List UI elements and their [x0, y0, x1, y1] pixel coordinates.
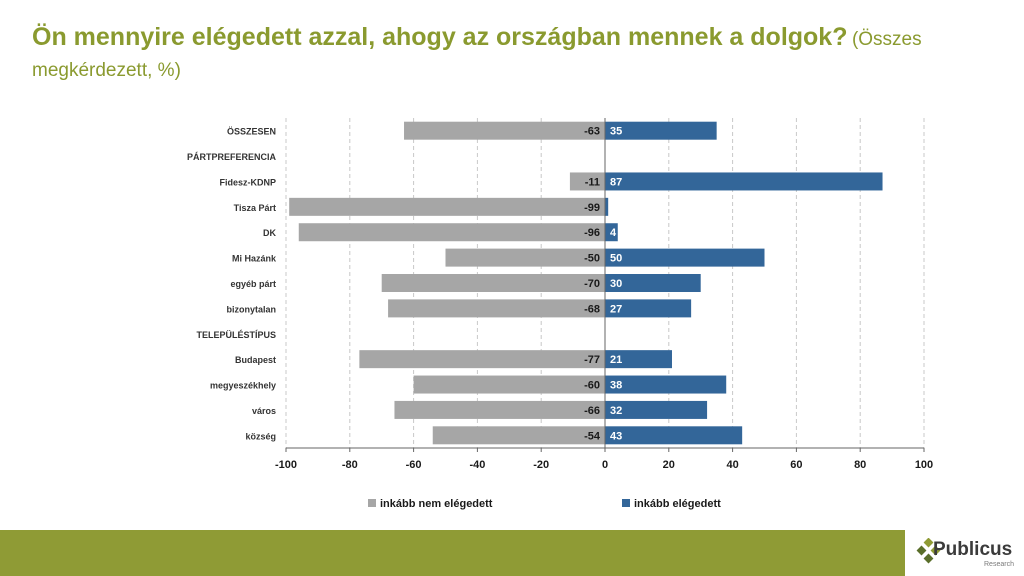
bar-positive — [605, 375, 727, 394]
data-label-negative: -63 — [584, 126, 600, 138]
logo-name: Publicus — [933, 539, 1013, 560]
x-tick-label: 20 — [663, 459, 675, 471]
bar-positive — [605, 299, 692, 318]
data-label-negative: -50 — [584, 253, 600, 265]
bar-positive — [605, 274, 701, 292]
chart-title: Ön mennyire elégedett azzal, ahogy az or… — [32, 22, 1002, 87]
x-tick-label: 80 — [854, 459, 866, 471]
legend-swatch — [622, 499, 630, 507]
category-label: egyéb párt — [230, 279, 276, 289]
diverging-bar-chart: ÖSSZESEN -63 35 PÁRTPREFERENCIA Fidesz-KDNP -… — [187, 118, 933, 510]
bar-negative — [569, 172, 605, 191]
logo-area — [905, 530, 1024, 576]
legend-label: inkább elégedett — [634, 498, 721, 510]
bar-negative — [432, 426, 605, 445]
x-tick-label: -20 — [533, 459, 549, 471]
data-label-negative: -77 — [584, 354, 600, 366]
bar-positive — [605, 248, 765, 267]
data-label-negative: -99 — [584, 202, 600, 214]
bar-negative — [413, 375, 605, 394]
data-label-negative: -68 — [584, 303, 600, 315]
data-label-positive: 43 — [610, 430, 622, 442]
category-label: Budapest — [235, 355, 276, 365]
category-label: község — [245, 431, 276, 441]
category-label: PÁRTPREFERENCIA — [187, 152, 277, 162]
data-label-positive: 21 — [610, 354, 622, 366]
x-tick-label: 40 — [726, 459, 738, 471]
data-label-negative: -96 — [584, 227, 600, 239]
data-label-negative: -70 — [584, 278, 600, 290]
legend-swatch — [368, 499, 376, 507]
bar-positive — [605, 121, 717, 140]
data-label-positive: 35 — [610, 126, 622, 138]
category-label: ÖSSZESEN — [227, 127, 276, 137]
x-tick-label: -100 — [275, 459, 297, 471]
bar-negative — [289, 197, 605, 216]
category-label: Mi Hazánk — [232, 254, 277, 264]
x-tick-label: 60 — [790, 459, 802, 471]
bar-negative — [404, 121, 605, 140]
bar-positive — [605, 223, 618, 242]
data-label-positive: 50 — [610, 253, 622, 265]
bar-positive — [605, 172, 883, 191]
bar-negative — [388, 299, 605, 318]
x-tick-label: -40 — [469, 459, 485, 471]
data-label-negative: -54 — [584, 430, 601, 442]
data-label-positive: 30 — [610, 278, 622, 290]
footer-bar — [0, 530, 1024, 576]
title-sub: (Összes megkérdezett, %) — [32, 29, 922, 81]
category-label: város — [252, 406, 276, 416]
data-label-negative: -60 — [584, 380, 600, 392]
x-tick-label: 0 — [602, 459, 608, 471]
data-label-positive: 87 — [610, 176, 622, 188]
bar-negative — [381, 274, 605, 292]
category-label: DK — [263, 228, 276, 238]
logo-subtitle: Research — [984, 561, 1014, 568]
data-label-positive: 38 — [610, 380, 622, 392]
data-label-positive: 32 — [610, 405, 622, 417]
x-tick-label: -60 — [406, 459, 422, 471]
category-label: megyeszékhely — [210, 381, 276, 391]
category-label: bizonytalan — [226, 304, 276, 314]
bar-negative — [394, 400, 605, 419]
data-label-positive: 27 — [610, 303, 622, 315]
bar-negative — [359, 350, 605, 369]
bar-positive — [605, 400, 708, 419]
x-tick-label: 100 — [915, 459, 933, 471]
data-label-positive: 4 — [610, 227, 617, 239]
data-label-negative: -11 — [585, 176, 600, 188]
publicus-logo-icon — [916, 538, 941, 564]
x-tick-label: -80 — [342, 459, 358, 471]
bar-positive — [605, 426, 743, 445]
data-label-negative: -66 — [584, 405, 600, 417]
category-label: Tisza Párt — [234, 203, 276, 213]
bar-negative — [298, 223, 605, 242]
category-label: TELEPÜLÉSTÍPUS — [196, 330, 276, 340]
title-main: Ön mennyire elégedett azzal, ahogy az or… — [32, 23, 848, 51]
legend-label: inkább nem elégedett — [380, 498, 493, 510]
bar-positive — [605, 197, 609, 216]
bar-positive — [605, 350, 672, 369]
category-label: Fidesz-KDNP — [219, 177, 276, 187]
bar-negative — [445, 248, 605, 267]
